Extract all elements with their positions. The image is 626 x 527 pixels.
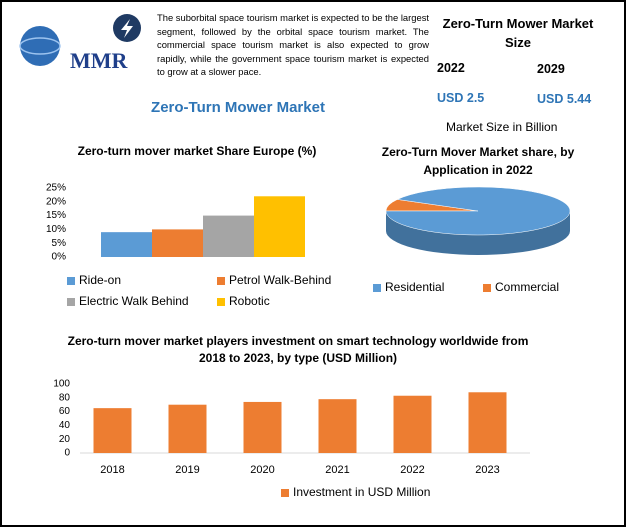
y-tick-label: 40 — [59, 420, 71, 431]
x-tick-label: 2022 — [400, 464, 424, 476]
y-tick-label: 25% — [46, 183, 66, 194]
legend-swatch — [281, 489, 289, 497]
logo-text: MMR — [70, 48, 129, 73]
market-value: USD 5.44 — [537, 92, 592, 106]
x-tick-label: 2021 — [325, 464, 349, 476]
market-value: USD 2.5 — [437, 91, 485, 105]
y-tick-label: 10% — [46, 224, 66, 235]
legend-label: Commercial — [495, 280, 559, 294]
chart-title: Zero-turn mover market Share Europe (%) — [77, 144, 317, 158]
y-tick-label: 60 — [59, 406, 71, 417]
x-tick-label: 2023 — [475, 464, 499, 476]
x-tick-label: 2019 — [175, 464, 199, 476]
bar — [203, 215, 254, 257]
bar — [152, 229, 203, 257]
main-title: Zero-Turn Mower Market — [151, 99, 325, 116]
y-tick-label: 0 — [64, 448, 70, 459]
description: The suborbital space tourism market is e… — [157, 12, 429, 77]
bar — [468, 392, 507, 453]
year: 2029 — [537, 62, 565, 76]
bar — [318, 399, 357, 453]
x-tick-label: 2018 — [100, 464, 124, 476]
legend-swatch — [67, 277, 75, 285]
legend-label: Petrol Walk-Behind — [229, 273, 331, 287]
y-tick-label: 80 — [59, 392, 71, 403]
chart-title: Zero-Turn Mover Market share, by Applica… — [381, 145, 575, 177]
y-tick-label: 20 — [59, 434, 71, 445]
bar — [254, 196, 305, 257]
logo-orbit — [19, 37, 61, 55]
legend-swatch — [483, 284, 491, 292]
legend-label: Robotic — [229, 294, 270, 308]
pie-slice — [385, 186, 571, 236]
legend-label: Electric Walk Behind — [79, 294, 189, 308]
y-tick-label: 0% — [52, 252, 67, 263]
legend-swatch — [67, 298, 75, 306]
y-tick-label: 15% — [46, 210, 66, 221]
legend-swatch — [217, 277, 225, 285]
market-size-title: Zero-Turn Mower Market Size — [442, 16, 594, 50]
bar — [93, 408, 132, 453]
x-tick-label: 2020 — [250, 464, 274, 476]
chart-title: Zero-turn mover market players investmen… — [67, 334, 529, 365]
bolt — [121, 19, 133, 38]
y-tick-label: 20% — [46, 196, 66, 207]
unit-note: Market Size in Billion — [446, 120, 558, 134]
legend-label: Residential — [385, 280, 444, 294]
y-tick-label: 100 — [53, 379, 70, 390]
legend-label: Investment in USD Million — [293, 485, 430, 499]
bar — [243, 401, 282, 453]
legend-swatch — [373, 284, 381, 292]
legend-label: Ride-on — [79, 273, 121, 287]
pie-side — [386, 211, 570, 255]
y-tick-label: 5% — [52, 238, 67, 249]
bar — [168, 404, 207, 453]
legend-swatch — [217, 298, 225, 306]
logo-globe — [20, 26, 60, 66]
bar — [101, 232, 152, 257]
year: 2022 — [437, 61, 465, 75]
bar — [393, 395, 432, 453]
